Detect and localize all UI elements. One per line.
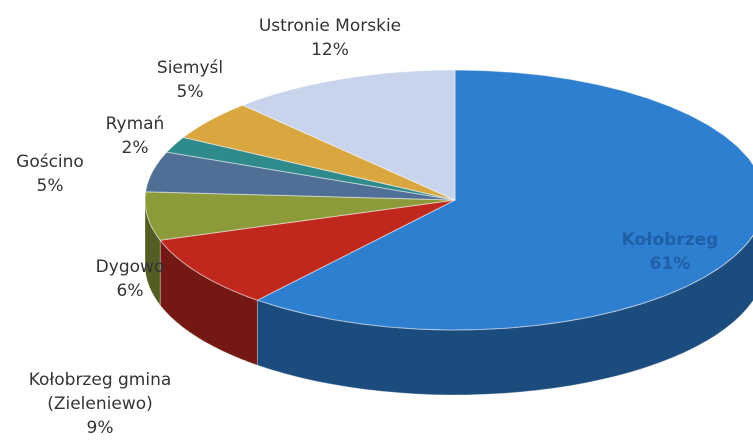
value-label: 6% (116, 281, 144, 301)
value-label: 12% (311, 40, 349, 60)
slice (182, 104, 456, 201)
slice-label: Siemyśl 5% (130, 56, 250, 104)
value-label: 9% (86, 418, 114, 438)
slice (159, 199, 456, 301)
slice-label: Kołobrzeg gmina (Zieleniewo) 9% (0, 368, 200, 440)
slice-label: Dygowo 6% (60, 255, 200, 303)
value-label: 61% (649, 254, 691, 274)
value-label: 5% (176, 82, 204, 102)
slice (144, 191, 456, 241)
slice-label: Kołobrzeg 61% (600, 228, 740, 276)
category-name: Rymań (105, 114, 165, 134)
category-name: Siemyśl (156, 58, 224, 78)
value-label: 2% (121, 138, 149, 158)
slice (241, 69, 456, 201)
value-label: 5% (36, 176, 64, 196)
slice (144, 151, 456, 201)
slice-label: Gościno 5% (0, 150, 100, 198)
category-name: Ustronie Morskie (258, 16, 402, 36)
category-name: Kołobrzeg gmina (Zieleniewo) (28, 370, 172, 414)
slice-label: Rymań 2% (75, 112, 195, 160)
slice-label: Ustronie Morskie 12% (210, 14, 450, 62)
slice (256, 69, 753, 331)
category-name: Gościno (16, 152, 84, 172)
slice (165, 136, 456, 201)
category-name: Dygowo (95, 257, 165, 277)
category-name: Kołobrzeg (621, 230, 719, 250)
